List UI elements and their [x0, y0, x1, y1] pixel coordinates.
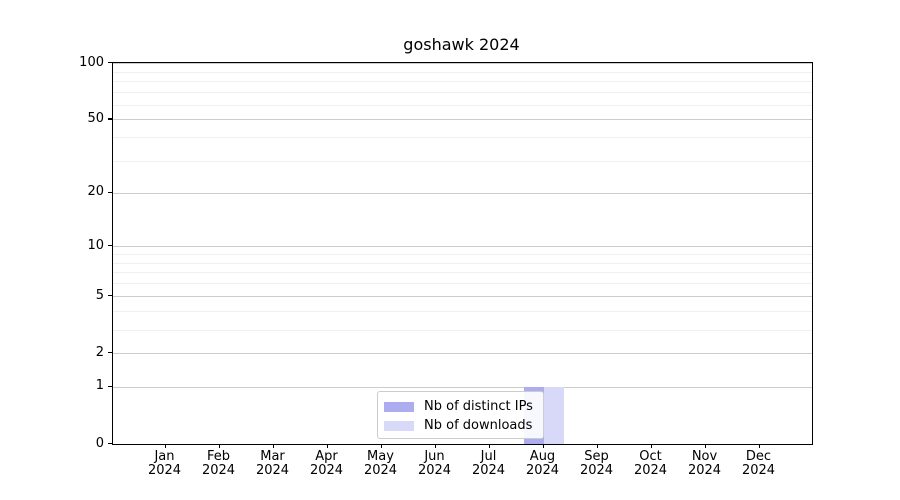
y-tick-mark: [108, 191, 112, 193]
y-tick-label: 1: [95, 378, 104, 394]
minor-gridline: [113, 272, 812, 274]
x-tick-mark: [434, 444, 436, 448]
y-tick-label: 10: [87, 237, 104, 253]
x-tick-mark: [164, 444, 166, 448]
x-tick-mark: [218, 444, 220, 448]
y-tick-label: 20: [87, 184, 104, 200]
major-gridline: [113, 296, 812, 298]
x-tick-mark: [380, 444, 382, 448]
y-tick-mark: [108, 443, 112, 445]
x-tick-label: Jun 2024: [417, 449, 452, 478]
y-tick-label: 50: [87, 110, 104, 126]
major-gridline: [113, 353, 812, 355]
plot-area: [112, 62, 813, 445]
y-tick-mark: [108, 295, 112, 297]
bar-downloads-aug: [543, 386, 564, 444]
minor-gridline: [113, 81, 812, 83]
x-tick-mark: [542, 444, 544, 448]
legend-label-distinct-ips: Nb of distinct IPs: [424, 399, 533, 414]
y-tick-mark: [108, 118, 112, 120]
minor-gridline: [113, 311, 812, 313]
x-tick-label: Dec 2024: [741, 449, 776, 478]
x-tick-label: Aug 2024: [525, 449, 560, 478]
x-tick-label: Apr 2024: [309, 449, 344, 478]
minor-gridline: [113, 262, 812, 264]
legend-item-distinct-ips: Nb of distinct IPs: [384, 397, 535, 416]
minor-gridline: [113, 92, 812, 94]
x-tick-label: Sep 2024: [579, 449, 614, 478]
y-tick-label: 100: [79, 54, 104, 70]
minor-gridline: [113, 104, 812, 106]
x-tick-label: Feb 2024: [201, 449, 236, 478]
minor-gridline: [113, 253, 812, 255]
x-tick-label: Nov 2024: [687, 449, 722, 478]
x-tick-label: May 2024: [363, 449, 398, 478]
major-gridline: [113, 192, 812, 194]
x-tick-mark: [596, 444, 598, 448]
x-tick-mark: [326, 444, 328, 448]
x-tick-label: Oct 2024: [633, 449, 668, 478]
y-tick-label: 0: [95, 435, 104, 451]
x-tick-mark: [650, 444, 652, 448]
x-tick-mark: [758, 444, 760, 448]
minor-gridline: [113, 329, 812, 331]
x-tick-mark: [488, 444, 490, 448]
chart-title: goshawk 2024: [403, 35, 520, 54]
x-tick-mark: [272, 444, 274, 448]
x-tick-label: Mar 2024: [255, 449, 290, 478]
major-gridline: [113, 386, 812, 388]
y-tick-mark: [108, 245, 112, 247]
legend-swatch-distinct-ips: [384, 401, 414, 412]
legend-swatch-downloads: [384, 420, 414, 431]
minor-gridline: [113, 71, 812, 73]
x-tick-mark: [704, 444, 706, 448]
y-tick-mark: [108, 352, 112, 354]
major-gridline: [113, 246, 812, 248]
x-tick-label: Jul 2024: [471, 449, 506, 478]
legend-item-downloads: Nb of downloads: [384, 416, 535, 435]
legend-label-downloads: Nb of downloads: [424, 418, 533, 433]
y-tick-label: 5: [95, 287, 104, 303]
minor-gridline: [113, 283, 812, 285]
y-tick-label: 2: [95, 344, 104, 360]
minor-gridline: [113, 160, 812, 162]
x-tick-label: Jan 2024: [147, 449, 182, 478]
major-gridline: [113, 63, 812, 64]
major-gridline: [113, 119, 812, 121]
minor-gridline: [113, 137, 812, 139]
y-tick-mark: [108, 62, 112, 64]
y-tick-mark: [108, 385, 112, 387]
legend: Nb of distinct IPs Nb of downloads: [377, 391, 544, 439]
